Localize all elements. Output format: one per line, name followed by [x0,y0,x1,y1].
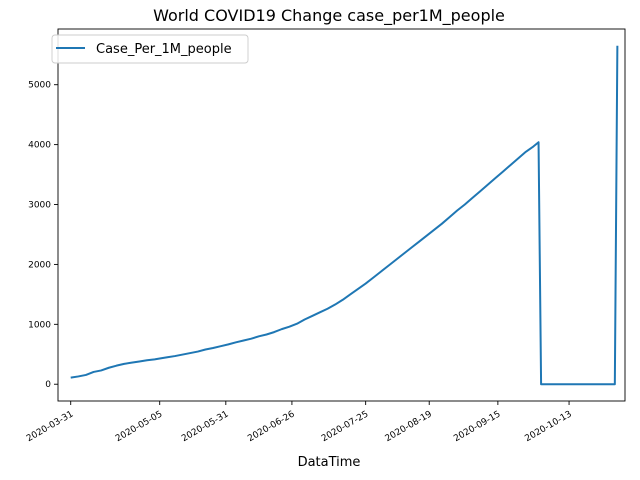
legend-entry: Case_Per_1M_people [96,42,232,57]
plot-area [58,29,625,401]
x-axis-label: DataTime [298,455,361,470]
series-line [70,45,619,386]
x-tick-label: 2020-08-19 [384,409,435,444]
legend: Case_Per_1M_people [51,34,249,64]
x-tick-label: 2020-03-31 [25,409,75,444]
x-tick-label: 2020-07-25 [320,409,370,444]
y-tick-label: 1000 [28,320,51,330]
x-tick-label: 2020-05-31 [180,409,230,444]
y-tick-label: 3000 [28,201,51,211]
x-axis: 2020-03-31 2020-05-05 2020-05-31 2020-06-26… [25,401,574,444]
y-tick-label: 0 [45,380,51,390]
chart-title: World COVID19 Change case_per1M_people [153,6,505,26]
y-tick-label: 5000 [28,81,51,91]
plot-frame [57,28,626,402]
plot-content [70,45,619,386]
x-tick-label: 2020-06-26 [246,409,297,444]
y-tick-label: 4000 [28,141,51,151]
y-axis: 0 1000 2000 3000 4000 5000 [28,81,58,390]
x-tick-label: 2020-10-13 [523,409,573,444]
x-tick-label: 2020-09-15 [452,409,502,444]
legend-box [51,34,249,64]
x-tick-label: 2020-05-05 [114,409,164,444]
y-tick-label: 2000 [28,260,51,270]
